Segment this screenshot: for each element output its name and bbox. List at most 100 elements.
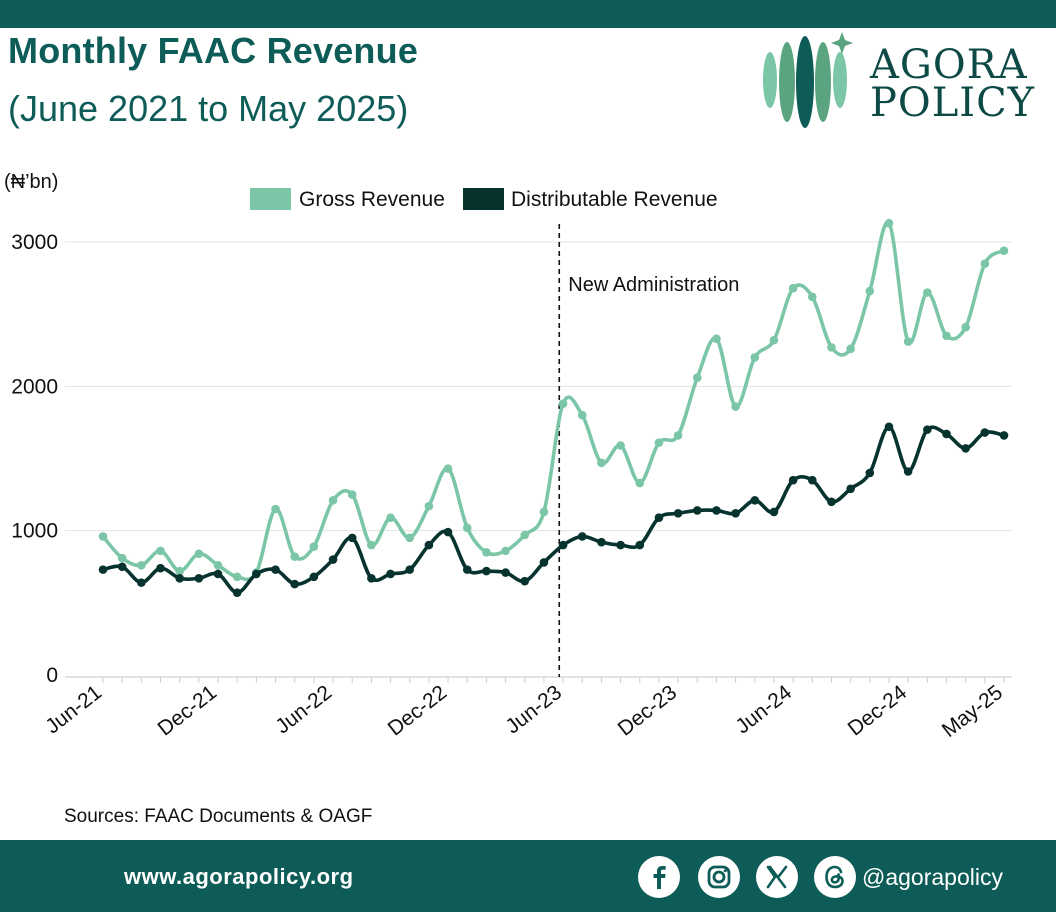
data-point: [750, 353, 760, 362]
data-point: [175, 573, 184, 583]
logo-wordmark: AGORA POLICY: [870, 42, 1036, 126]
data-point: [788, 283, 798, 293]
facebook-icon[interactable]: [638, 856, 680, 898]
data-point: [156, 563, 165, 573]
data-point: [98, 532, 108, 541]
data-point: [213, 561, 223, 570]
line-chart: 0 1000 2000 3000 (₦’bn) Gross Revenue Distri…: [4, 171, 1012, 742]
data-point: [769, 507, 779, 517]
data-point: [424, 501, 434, 511]
data-point: [846, 484, 855, 494]
chart-subtitle: (June 2021 to May 2025): [8, 88, 409, 129]
x-tick-label: May-25: [938, 681, 1007, 742]
footer: www.agorapolicy.org @agorapolicy: [0, 840, 1056, 912]
data-point: [386, 513, 395, 522]
data-point: [482, 548, 491, 557]
y-tick-label: 3000: [11, 231, 58, 254]
data-point: [750, 496, 760, 505]
data-point: [462, 523, 472, 533]
sources-note: Sources: FAAC Documents & OAGF: [64, 806, 373, 827]
x-tick-label: Jun-21: [41, 681, 106, 739]
data-point: [577, 532, 587, 541]
data-point: [194, 573, 204, 583]
legend-label: Gross Revenue: [299, 188, 445, 211]
data-point: [290, 552, 300, 561]
data-point: [635, 540, 645, 550]
data-point: [942, 429, 951, 439]
x-tick-label: Jun-23: [501, 681, 566, 739]
data-point: [367, 540, 376, 550]
x-tick-label: Dec-24: [844, 681, 912, 741]
data-point: [884, 422, 894, 432]
data-point: [117, 553, 127, 563]
logo-line-2: POLICY: [870, 80, 1036, 126]
chart-title: Monthly FAAC Revenue: [8, 30, 419, 71]
data-point: [654, 513, 664, 522]
data-point: [443, 464, 453, 473]
data-point: [137, 578, 146, 587]
data-point: [137, 561, 146, 570]
y-tick-label: 1000: [11, 520, 58, 543]
gridlines: [65, 241, 1012, 532]
x-axis: Jun-21 Dec-21 Jun-22 Dec-22 Jun-23 Dec-23 Jun-…: [41, 676, 1012, 742]
data-point: [443, 527, 453, 537]
x-tick-label: Jun-24: [731, 681, 796, 739]
agora-policy-logo: AGORA POLICY: [758, 30, 1054, 130]
data-point: [884, 218, 894, 228]
data-point: [405, 533, 415, 543]
data-point: [558, 399, 568, 408]
data-point: [903, 467, 913, 476]
data-point: [980, 428, 990, 437]
data-point: [539, 507, 549, 517]
data-point: [367, 573, 376, 583]
data-point: [577, 410, 587, 420]
data-point: [405, 565, 415, 574]
data-point: [865, 468, 875, 478]
data-point: [501, 568, 510, 577]
legend-swatch: [250, 188, 291, 210]
data-point: [769, 335, 779, 345]
instagram-icon[interactable]: [698, 856, 740, 898]
x-tick-label: Dec-22: [384, 681, 452, 741]
legend-label: Distributable Revenue: [511, 188, 718, 211]
data-point: [309, 572, 319, 582]
data-point: [347, 490, 357, 499]
data-point: [309, 542, 319, 551]
data-point: [232, 588, 242, 598]
x-twitter-icon[interactable]: [756, 856, 798, 898]
data-point: [980, 259, 990, 268]
data-point: [616, 540, 625, 550]
x-tick-label: Dec-23: [614, 681, 682, 741]
data-point: [347, 533, 357, 543]
data-point: [673, 509, 683, 518]
y-tick-label: 0: [46, 664, 58, 687]
data-point: [731, 402, 740, 411]
data-point: [807, 475, 817, 485]
y-tick-label: 2000: [11, 375, 58, 398]
new-administration-annotation: New Administration: [558, 224, 739, 677]
data-point: [328, 496, 338, 505]
data-point: [271, 565, 280, 574]
data-point: [597, 537, 606, 547]
data-point: [961, 444, 970, 453]
data-point: [827, 497, 836, 507]
data-point: [386, 569, 395, 579]
data-point: [98, 565, 108, 574]
website-link[interactable]: www.agorapolicy.org: [124, 864, 354, 889]
data-point: [923, 288, 932, 297]
threads-icon[interactable]: [814, 856, 856, 898]
series-lines: [98, 218, 1009, 598]
data-point: [290, 579, 300, 589]
x-tick-label: Dec-21: [154, 681, 222, 741]
logo-line-1: AGORA: [870, 42, 1028, 88]
data-point: [213, 569, 223, 579]
social-handle[interactable]: @agorapolicy: [862, 864, 1003, 890]
data-point: [156, 546, 165, 556]
data-point: [712, 506, 721, 515]
data-point: [903, 337, 913, 346]
data-point: [271, 504, 280, 514]
data-point: [597, 458, 606, 468]
data-point: [232, 572, 242, 582]
y-axis-tick-labels: 0 1000 2000 3000: [11, 231, 58, 687]
x-tick-label: Jun-22: [271, 681, 336, 739]
